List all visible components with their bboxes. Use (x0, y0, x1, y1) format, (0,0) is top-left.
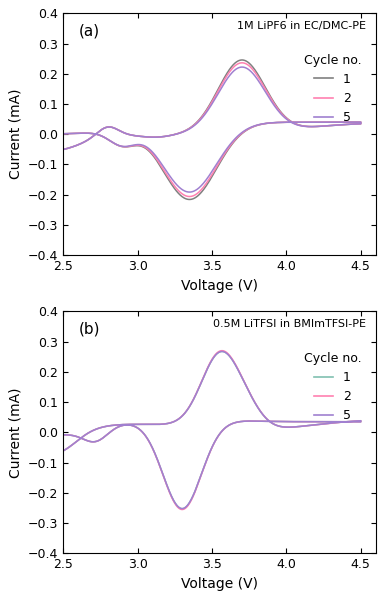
1 (61, 130, 65, 137)
1 (351, 120, 355, 128)
2 (180, 506, 185, 513)
1 (187, 196, 192, 203)
2 (78, 434, 82, 441)
1 (240, 56, 244, 63)
2 (61, 146, 65, 153)
5 (61, 431, 65, 438)
X-axis label: Voltage (V): Voltage (V) (181, 279, 258, 292)
5 (78, 129, 82, 137)
1 (78, 434, 83, 441)
5 (61, 130, 65, 137)
2 (187, 500, 192, 507)
5 (187, 189, 192, 196)
2 (335, 122, 339, 129)
1 (78, 434, 82, 441)
Line: 1: 1 (63, 352, 361, 509)
Text: 0.5M LiTFSI in BMImTFSI-PE: 0.5M LiTFSI in BMImTFSI-PE (213, 319, 366, 329)
5 (220, 348, 224, 355)
1 (78, 129, 83, 137)
Y-axis label: Current (mA): Current (mA) (8, 89, 22, 180)
2 (240, 59, 244, 66)
5 (351, 418, 355, 425)
5 (61, 447, 65, 455)
1 (61, 146, 65, 153)
Text: (a): (a) (79, 23, 100, 38)
5 (187, 189, 192, 196)
Y-axis label: Current (mA): Current (mA) (8, 387, 22, 477)
2 (61, 431, 65, 438)
5 (91, 426, 96, 434)
1 (91, 426, 96, 434)
2 (351, 120, 355, 128)
2 (61, 130, 65, 137)
2 (335, 419, 339, 426)
1 (351, 418, 355, 425)
1 (335, 419, 339, 426)
5 (351, 120, 355, 128)
1 (91, 132, 96, 140)
5 (187, 499, 192, 506)
2 (91, 426, 96, 434)
1 (78, 129, 82, 137)
Text: (b): (b) (79, 321, 100, 336)
2 (61, 447, 65, 455)
2 (351, 418, 355, 425)
2 (187, 193, 192, 200)
Text: 1M LiPF6 in EC/DMC-PE: 1M LiPF6 in EC/DMC-PE (237, 20, 366, 31)
Line: 2: 2 (63, 63, 361, 196)
Line: 2: 2 (63, 350, 361, 510)
1 (61, 431, 65, 438)
5 (78, 129, 83, 137)
X-axis label: Voltage (V): Voltage (V) (181, 577, 258, 591)
1 (180, 505, 185, 512)
5 (240, 63, 244, 71)
Legend: 1, 2, 5: 1, 2, 5 (299, 49, 366, 129)
Line: 5: 5 (63, 352, 361, 509)
2 (220, 347, 224, 354)
1 (335, 122, 339, 129)
Legend: 1, 2, 5: 1, 2, 5 (299, 347, 366, 428)
Line: 5: 5 (63, 67, 361, 192)
Line: 1: 1 (63, 60, 361, 199)
5 (91, 132, 96, 140)
1 (61, 447, 65, 455)
2 (78, 434, 83, 441)
5 (78, 434, 82, 441)
2 (78, 129, 83, 137)
5 (61, 146, 65, 153)
5 (335, 419, 339, 426)
2 (91, 132, 96, 140)
1 (220, 348, 224, 355)
5 (180, 505, 185, 512)
1 (187, 196, 192, 203)
5 (335, 122, 339, 129)
5 (78, 434, 83, 441)
2 (187, 193, 192, 200)
1 (187, 499, 192, 506)
2 (78, 129, 82, 137)
